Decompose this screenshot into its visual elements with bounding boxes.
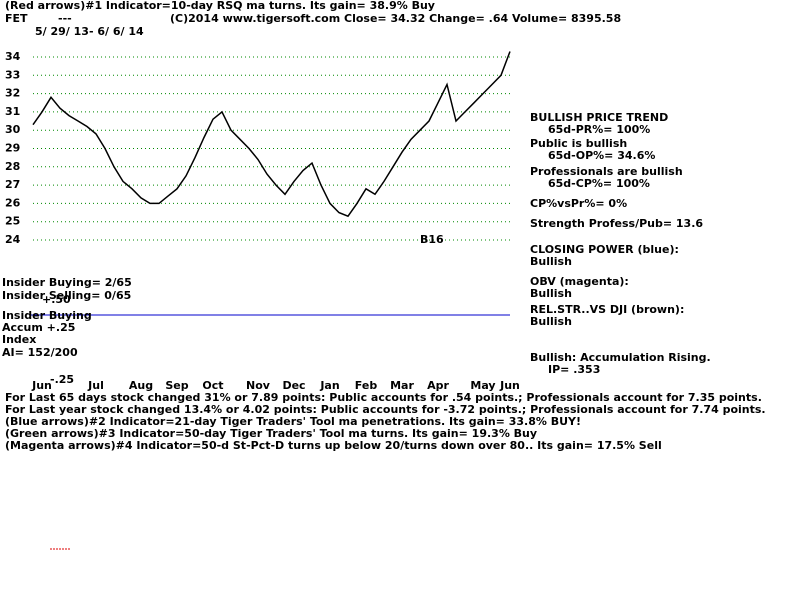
price-line bbox=[32, 51, 511, 218]
y-tick-label: 27 bbox=[5, 178, 20, 191]
x-tick-label: Aug bbox=[129, 379, 153, 392]
x-tick-label: Oct bbox=[202, 379, 223, 392]
x-tick-label: Dec bbox=[282, 379, 305, 392]
x-tick-label: Mar bbox=[390, 379, 414, 392]
side-note: CLOSING POWER (blue): bbox=[530, 243, 679, 256]
footer-line: For Last 65 days stock changed 31% or 7.… bbox=[5, 391, 762, 404]
side-note: 65d-OP%= 34.6% bbox=[548, 149, 656, 162]
header-line: (Red arrows)#1 Indicator=10-day RSQ ma t… bbox=[5, 0, 435, 12]
side-note: Public is bullish bbox=[530, 137, 628, 150]
panel-label: +.50 bbox=[42, 293, 71, 306]
y-tick-label: 28 bbox=[5, 160, 20, 173]
y-tick-label: 34 bbox=[5, 50, 21, 63]
side-note: IP= .353 bbox=[548, 363, 601, 376]
side-note: Bullish bbox=[530, 287, 572, 300]
x-tick-label: Feb bbox=[355, 379, 378, 392]
y-tick-label: 24 bbox=[5, 233, 21, 246]
x-tick-label: Jun bbox=[31, 379, 52, 392]
symbol: FET bbox=[5, 12, 28, 25]
side-note: REL.STR..VS DJI (brown): bbox=[530, 303, 685, 316]
panel-label: Index bbox=[2, 333, 37, 346]
side-note: Bullish bbox=[530, 315, 572, 328]
panel-label: Insider Buying= 2/65 bbox=[2, 276, 132, 289]
side-note: Bullish: Accumulation Rising. bbox=[530, 351, 711, 364]
y-tick-label: 32 bbox=[5, 87, 20, 100]
y-tick-label: 31 bbox=[5, 105, 20, 118]
y-tick-label: 25 bbox=[5, 215, 20, 228]
annotation: B16 bbox=[420, 233, 444, 246]
y-tick-label: 26 bbox=[5, 196, 21, 209]
panel-label: -.25 bbox=[50, 373, 75, 386]
dashes: --- bbox=[58, 12, 72, 25]
x-tick-label: Jun bbox=[499, 379, 520, 392]
x-tick-label: Jan bbox=[319, 379, 339, 392]
footer-line: For Last year stock changed 13.4% or 4.0… bbox=[5, 403, 766, 416]
y-tick-label: 33 bbox=[5, 68, 20, 81]
side-note: 65d-CP%= 100% bbox=[548, 177, 650, 190]
side-note: OBV (magenta): bbox=[530, 275, 629, 288]
side-note: BULLISH PRICE TREND bbox=[530, 111, 669, 124]
panel-label: AI= 152/200 bbox=[2, 346, 78, 359]
y-tick-label: 29 bbox=[5, 142, 20, 155]
x-tick-label: Apr bbox=[427, 379, 449, 392]
panel-label: Insider Selling= 0/65 bbox=[2, 289, 132, 302]
x-tick-label: Nov bbox=[246, 379, 271, 392]
panel-label: Insider Buying bbox=[2, 309, 92, 322]
side-note: Bullish bbox=[530, 255, 572, 268]
header-info: (C)2014 www.tigersoft.com Close= 34.32 C… bbox=[170, 12, 622, 25]
side-note: 65d-PR%= 100% bbox=[548, 123, 651, 136]
side-note: Professionals are bullish bbox=[530, 165, 683, 178]
x-tick-label: May bbox=[470, 379, 495, 392]
side-note: Strength Profess/Pub= 13.6 bbox=[530, 217, 704, 230]
x-tick-label: Jul bbox=[87, 379, 104, 392]
footer-line: (Magenta arrows)#4 Indicator=50-d St-Pct… bbox=[5, 439, 662, 452]
footer-line: (Blue arrows)#2 Indicator=21-day Tiger T… bbox=[5, 415, 582, 428]
footer-line: (Green arrows)#3 Indicator=50-day Tiger … bbox=[5, 427, 538, 440]
date-range: 5/ 29/ 13- 6/ 6/ 14 bbox=[35, 25, 144, 38]
x-tick-label: Sep bbox=[165, 379, 188, 392]
side-note: CP%vsPr%= 0% bbox=[530, 197, 628, 210]
panel-label: Accum +.25 bbox=[2, 321, 76, 334]
y-tick-label: 30 bbox=[5, 123, 21, 136]
